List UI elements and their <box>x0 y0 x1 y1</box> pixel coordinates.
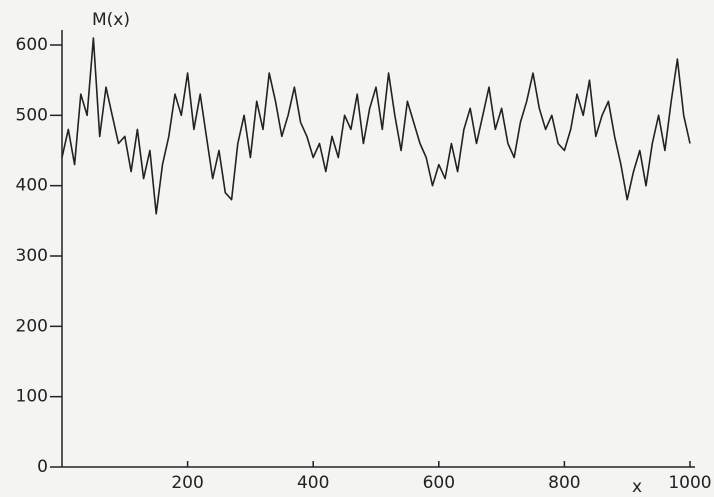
y-tick-label: 400 <box>16 176 48 196</box>
y-axis-label: M(x) <box>92 10 130 30</box>
y-tick-label: 100 <box>16 387 48 407</box>
x-tick-label: 200 <box>171 473 203 493</box>
y-tick-label: 0 <box>37 457 48 477</box>
y-tick-label: 600 <box>16 35 48 55</box>
x-axis-label: x <box>632 477 642 497</box>
x-tick-label: 600 <box>423 473 455 493</box>
y-tick-label: 500 <box>16 105 48 125</box>
y-tick-label: 300 <box>16 246 48 266</box>
x-tick-label: 1000 <box>668 473 711 493</box>
x-tick-label: 400 <box>297 473 329 493</box>
data-line <box>61 37 691 215</box>
x-tick-label: 800 <box>548 473 580 493</box>
y-tick-label: 200 <box>16 316 48 336</box>
